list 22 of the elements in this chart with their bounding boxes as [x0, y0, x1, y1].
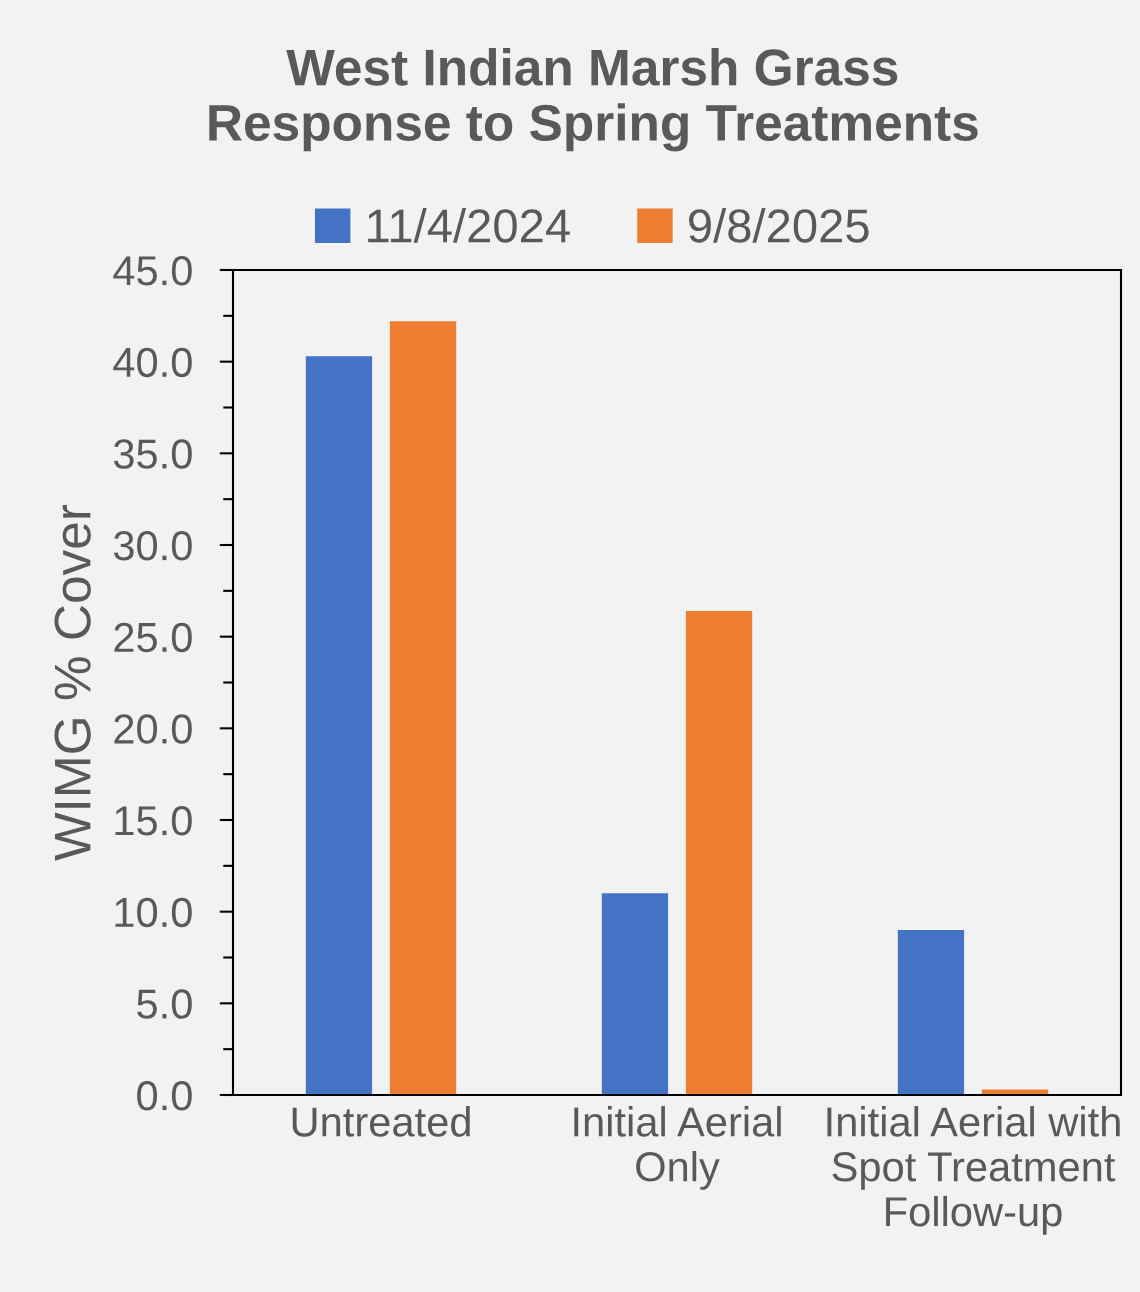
y-tick-label: 40.0 [113, 347, 192, 378]
x-tick-label: Initial Aerial Only [574, 1106, 781, 1190]
x-tick-label: Initial Aerial with Spot Treatment Follow-up [827, 1106, 1120, 1235]
y-tick-label: 30.0 [113, 531, 192, 561]
y-tick-label: 0.0 [137, 1081, 192, 1111]
y-tick-label: 20.0 [114, 714, 192, 744]
y-axis-title: WIMG % Cover [54, 504, 91, 861]
y-tick-label: 15.0 [115, 806, 192, 836]
y-tick-label: 10.0 [115, 897, 192, 928]
bar [685, 611, 753, 1095]
legend-label: 9/8/2025 [689, 207, 869, 243]
chart-title: West Indian Marsh Grass Response to Spring Treatments [209, 48, 978, 152]
y-tick-label: 25.0 [114, 622, 192, 653]
y-tick-label: 45.0 [113, 256, 192, 286]
bar [305, 356, 373, 1095]
y-tick-label: 35.0 [113, 439, 192, 469]
bar [897, 930, 965, 1095]
bar [601, 893, 669, 1095]
legend-label: 11/4/2024 [368, 207, 570, 243]
x-tick-label: Untreated [292, 1106, 470, 1137]
bar [389, 321, 457, 1095]
y-tick-label: 5.0 [137, 989, 192, 1019]
